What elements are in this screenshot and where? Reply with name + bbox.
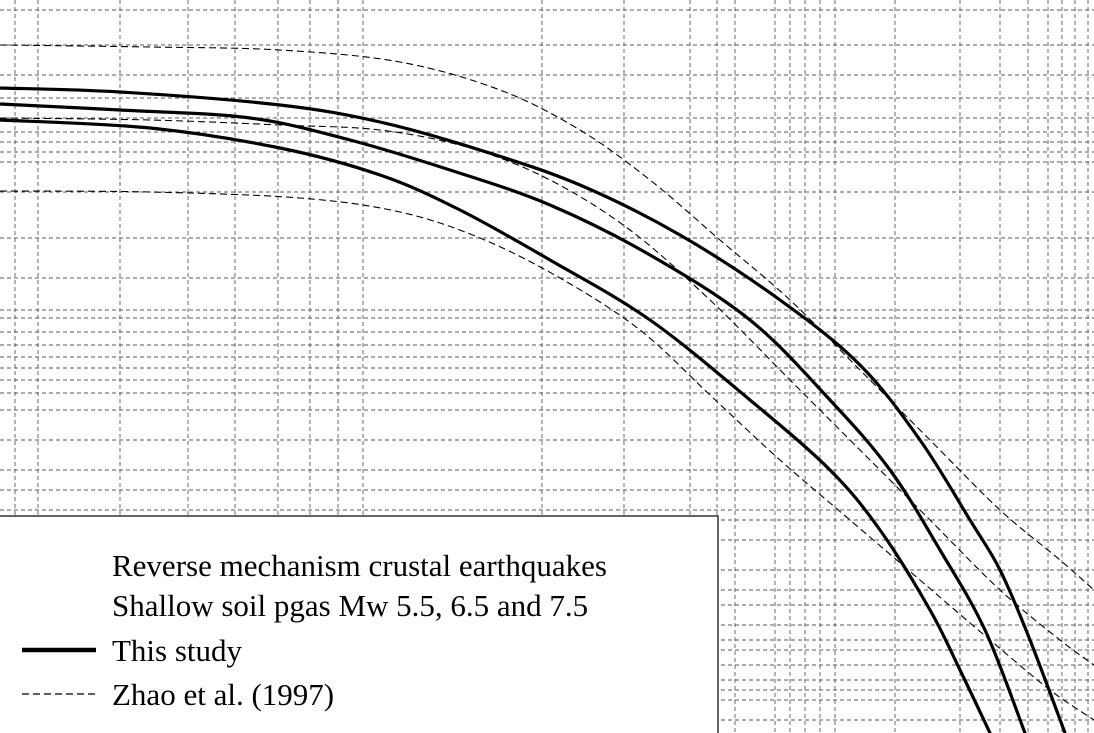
series-line-this-study-mw55 xyxy=(0,118,992,733)
legend-box xyxy=(0,515,719,733)
legend-annotation-line-1: Reverse mechanism crustal earthquakes xyxy=(112,548,607,583)
curves xyxy=(0,44,1094,733)
legend-label-zhao: Zhao et al. (1997) xyxy=(112,677,334,712)
series-line-zhao-mw75 xyxy=(0,44,1094,591)
legend-annotation-line-2: Shallow soil pgas Mw 5.5, 6.5 and 7.5 xyxy=(112,588,588,623)
series-line-this-study-mw75 xyxy=(0,86,1067,733)
series-line-zhao-mw65 xyxy=(0,117,1094,666)
series-line-zhao-mw55 xyxy=(0,190,1094,721)
legend: Reverse mechanism crustal earthquakes Sh… xyxy=(0,515,719,733)
legend-label-this-study: This study xyxy=(112,633,243,668)
series-line-this-study-mw65 xyxy=(0,102,1027,733)
